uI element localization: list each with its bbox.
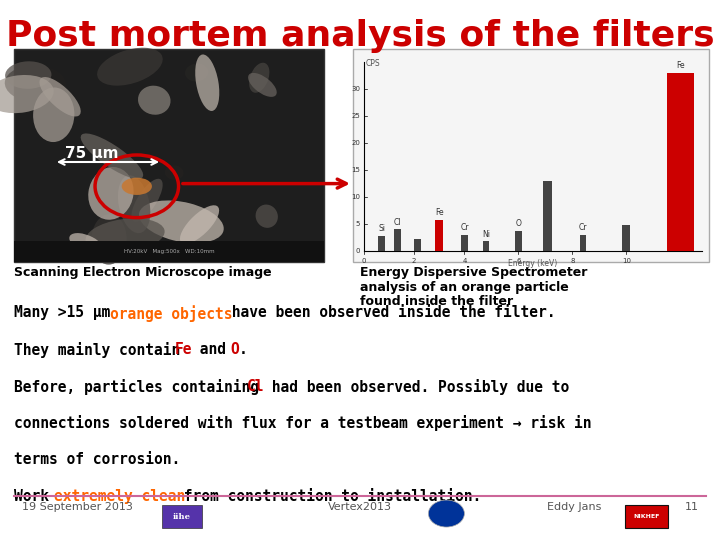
Text: Fe: Fe — [676, 61, 685, 70]
Text: extremely clean: extremely clean — [55, 489, 186, 504]
Text: Si: Si — [378, 224, 385, 233]
Text: 30: 30 — [351, 86, 360, 92]
Ellipse shape — [138, 86, 171, 114]
Text: Eddy Jans: Eddy Jans — [547, 502, 602, 512]
Text: Before, particles containing: Before, particles containing — [14, 379, 268, 395]
FancyBboxPatch shape — [543, 181, 552, 251]
Text: connections soldered with flux for a testbeam experiment → risk in: connections soldered with flux for a tes… — [14, 415, 592, 431]
FancyBboxPatch shape — [379, 236, 385, 251]
Ellipse shape — [91, 214, 127, 265]
Text: CPS: CPS — [366, 59, 380, 69]
Text: Fe: Fe — [174, 342, 192, 357]
Text: orange objects: orange objects — [110, 305, 233, 322]
FancyBboxPatch shape — [484, 241, 489, 251]
Text: 4: 4 — [462, 258, 467, 264]
FancyBboxPatch shape — [353, 49, 709, 262]
Ellipse shape — [118, 176, 150, 233]
Ellipse shape — [132, 179, 163, 222]
Ellipse shape — [89, 167, 134, 220]
Ellipse shape — [5, 65, 66, 102]
Text: 0: 0 — [356, 248, 360, 254]
FancyBboxPatch shape — [14, 241, 324, 262]
Ellipse shape — [180, 205, 219, 244]
Ellipse shape — [256, 205, 278, 228]
FancyBboxPatch shape — [623, 225, 631, 251]
Ellipse shape — [81, 133, 143, 179]
Text: Scanning Electron Microscope image: Scanning Electron Microscope image — [14, 266, 272, 279]
Text: Ni: Ni — [482, 230, 490, 239]
Text: Many >15 μm: Many >15 μm — [14, 305, 120, 320]
Text: 75 μm: 75 μm — [65, 146, 118, 161]
Text: 10: 10 — [622, 258, 631, 264]
Text: Post mortem analysis of the filters: Post mortem analysis of the filters — [6, 19, 714, 53]
Ellipse shape — [165, 165, 184, 180]
Text: 2: 2 — [412, 258, 416, 264]
FancyBboxPatch shape — [667, 73, 694, 251]
Text: Cr: Cr — [460, 223, 469, 232]
FancyBboxPatch shape — [625, 505, 668, 528]
Text: Fe: Fe — [435, 208, 444, 217]
FancyBboxPatch shape — [516, 231, 521, 251]
Ellipse shape — [40, 77, 81, 117]
Text: 19 September 2013: 19 September 2013 — [22, 502, 132, 512]
Text: had been observed. Possibly due to: had been observed. Possibly due to — [263, 379, 569, 395]
FancyBboxPatch shape — [580, 235, 587, 251]
Text: Cl: Cl — [246, 379, 264, 394]
FancyBboxPatch shape — [162, 505, 202, 528]
Text: 15: 15 — [351, 167, 360, 173]
Ellipse shape — [122, 178, 152, 195]
Text: 6: 6 — [516, 258, 521, 264]
Text: Energy Dispersive Spectrometer: Energy Dispersive Spectrometer — [360, 266, 588, 279]
Text: iihe: iihe — [173, 513, 190, 521]
Text: analysis of an orange particle: analysis of an orange particle — [360, 281, 569, 294]
Text: 10: 10 — [351, 194, 360, 200]
Text: 5: 5 — [356, 221, 360, 227]
FancyBboxPatch shape — [395, 230, 401, 251]
Ellipse shape — [86, 218, 165, 253]
Text: have been observed inside the filter.: have been observed inside the filter. — [222, 305, 555, 320]
Text: from construction to installation.: from construction to installation. — [174, 489, 481, 504]
Text: 8: 8 — [570, 258, 575, 264]
Text: O: O — [516, 219, 521, 228]
Text: They mainly contain: They mainly contain — [14, 342, 189, 358]
Ellipse shape — [248, 73, 276, 97]
Text: found inside the filter: found inside the filter — [360, 295, 513, 308]
Text: HV:20kV   Mag:500x   WD:10mm: HV:20kV Mag:500x WD:10mm — [124, 249, 215, 254]
Text: Vertex2013: Vertex2013 — [328, 502, 392, 512]
Text: Work: Work — [14, 489, 58, 504]
FancyBboxPatch shape — [14, 49, 324, 262]
Text: 0: 0 — [361, 258, 366, 264]
Text: 20: 20 — [351, 140, 360, 146]
Ellipse shape — [195, 55, 220, 111]
Text: Cl: Cl — [394, 218, 401, 227]
Ellipse shape — [33, 87, 74, 142]
Ellipse shape — [185, 64, 208, 82]
FancyBboxPatch shape — [415, 239, 420, 251]
Text: terms of corrosion.: terms of corrosion. — [14, 452, 181, 467]
Text: Cr: Cr — [579, 223, 588, 232]
Circle shape — [428, 500, 464, 527]
Text: 11: 11 — [685, 502, 698, 512]
Text: 25: 25 — [351, 113, 360, 119]
Ellipse shape — [0, 75, 54, 113]
Ellipse shape — [97, 48, 163, 86]
Text: O: O — [230, 342, 239, 357]
Ellipse shape — [249, 63, 269, 93]
FancyBboxPatch shape — [462, 235, 468, 251]
Text: and: and — [191, 342, 234, 357]
Ellipse shape — [139, 200, 224, 243]
Text: NIKHEF: NIKHEF — [634, 514, 660, 519]
Ellipse shape — [5, 62, 51, 89]
FancyBboxPatch shape — [435, 220, 444, 251]
Text: .: . — [238, 342, 248, 357]
Text: Energy (keV): Energy (keV) — [508, 259, 557, 268]
Ellipse shape — [69, 233, 104, 254]
